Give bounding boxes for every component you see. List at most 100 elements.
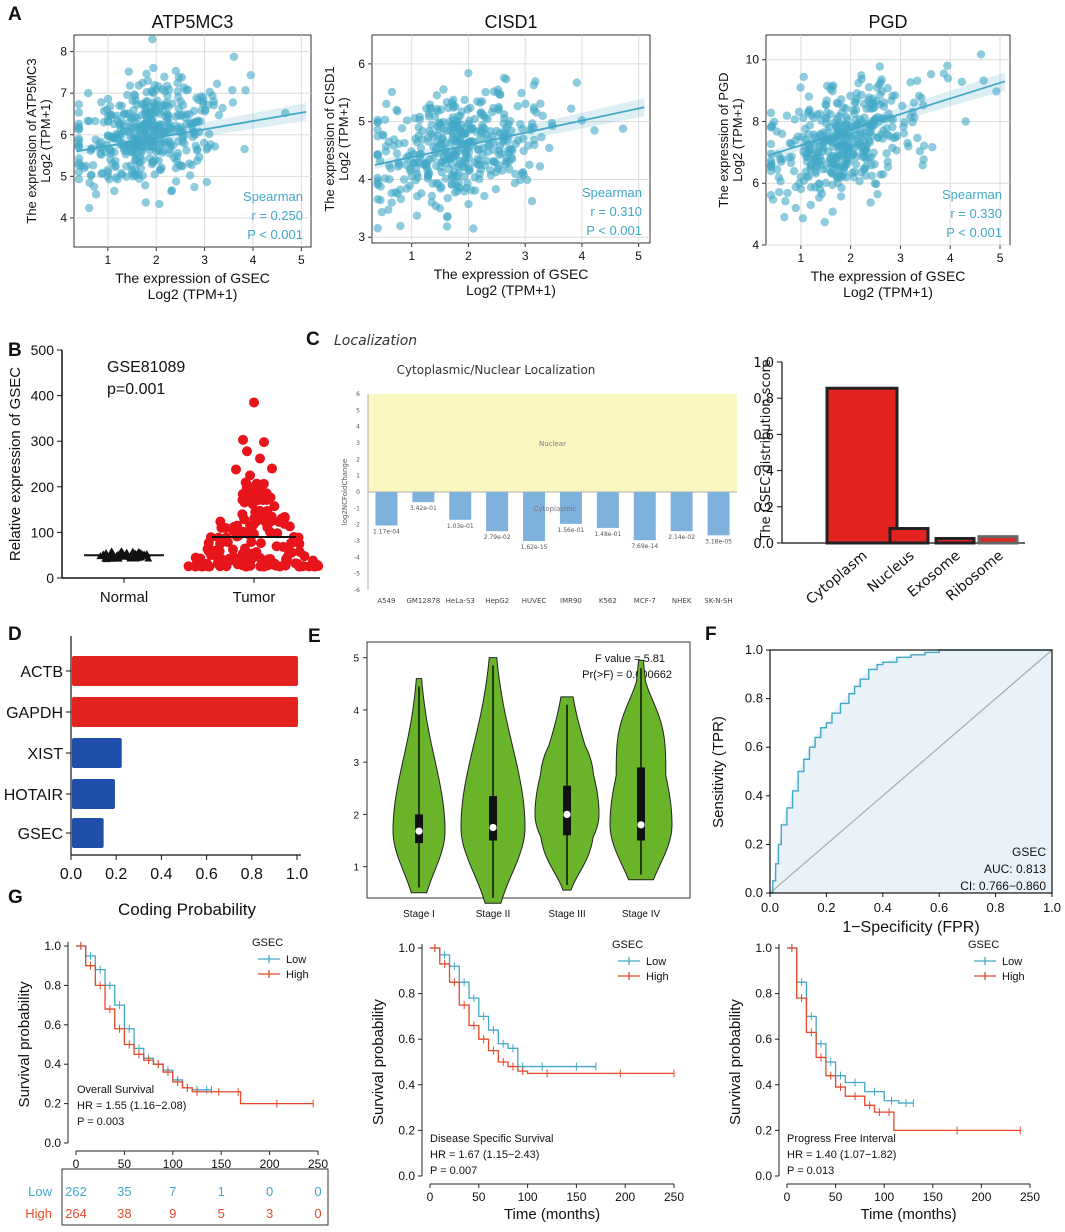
scatter-point <box>776 157 786 166</box>
scatter-point <box>499 73 509 83</box>
y-tick-label: -5 <box>354 571 360 578</box>
spearman-stat: r = 0.310 <box>590 204 642 219</box>
scatter-point <box>876 130 886 139</box>
scatter-point <box>412 211 422 220</box>
scatter-point <box>160 72 169 82</box>
x-tick-label: 0 <box>784 1190 791 1204</box>
scatter-point <box>185 159 194 168</box>
normal-points <box>96 547 153 563</box>
y-tick-label: 300 <box>31 433 55 449</box>
x-tick-label: 150 <box>923 1190 943 1204</box>
scatter-point <box>821 178 831 188</box>
risk-table-count: 9 <box>169 1206 176 1221</box>
x-tick-label: 0.8 <box>241 866 263 883</box>
scatter-point <box>190 182 199 192</box>
scatter-point <box>862 104 871 113</box>
scatter-point <box>822 119 831 129</box>
x-tick-label: 1 <box>105 253 112 267</box>
scatter-point <box>536 99 545 108</box>
x-tick-label: 200 <box>971 1190 991 1204</box>
x-axis-label-unit: Log2 (TPM+1) <box>148 286 238 302</box>
scatter-point <box>205 87 214 97</box>
risk-table-frame <box>61 1168 329 1226</box>
y-tick-label: 6 <box>356 391 360 398</box>
panel-f: 0.0 0.2 0.4 0.6 0.8 1.0 0.0 0.2 0.4 0.6 0.8 1.0 Sens… <box>710 642 1061 936</box>
scatter-point <box>460 95 469 105</box>
scatter-point <box>150 120 159 130</box>
scatter-point <box>427 120 436 130</box>
x-tick-label: 0.0 <box>761 900 779 915</box>
risk-table-group: High <box>25 1206 52 1221</box>
scatter-point <box>134 130 144 140</box>
scatter-point <box>454 112 463 121</box>
scatter-point <box>866 152 876 162</box>
bar-value-label: 1.48e-01 <box>594 531 621 538</box>
km-censor-marks <box>80 942 314 1108</box>
scatter-points <box>766 50 1001 227</box>
km-info-text: P = 0.013 <box>787 1165 834 1177</box>
scatter-point <box>469 224 478 233</box>
scatter-point <box>475 134 485 143</box>
y-tick-label: 4 <box>60 211 67 225</box>
tumor-point <box>246 537 257 548</box>
scatter-point <box>114 133 123 142</box>
scatter-point <box>178 133 187 143</box>
y-tick-label: 0.8 <box>753 392 774 407</box>
y-tick-label: 2 <box>353 810 359 821</box>
fit-line <box>768 80 1006 157</box>
tumor-outlier <box>242 446 252 457</box>
scatter-point <box>618 124 628 133</box>
scatter-point <box>432 104 442 114</box>
scatter-point <box>789 166 799 176</box>
bar-value-label: 3.42e-01 <box>410 505 437 512</box>
scatter-point <box>453 186 462 196</box>
y-tick-label: -4 <box>354 554 360 561</box>
y-tick-label: 3 <box>356 440 360 447</box>
x-tick-label: 250 <box>1020 1190 1040 1204</box>
scatter-point <box>476 98 485 107</box>
scatter-point <box>218 103 227 113</box>
scatter-point <box>535 162 545 171</box>
risk-table-count: 38 <box>117 1206 131 1221</box>
localization-bar <box>449 492 472 520</box>
scatter-point <box>229 52 239 62</box>
scatter-point <box>842 156 851 166</box>
scatter-point <box>422 104 431 113</box>
x-tick-label: 0.4 <box>150 866 172 883</box>
scatter-point <box>150 80 159 90</box>
scatter-point <box>443 212 452 221</box>
scatter-point <box>214 111 224 120</box>
violin-median <box>489 823 497 832</box>
scatter-point <box>783 188 792 198</box>
km-info-text: P = 0.007 <box>430 1165 477 1177</box>
scatter-point <box>919 141 929 151</box>
scatter-points <box>373 68 628 233</box>
scatter-point <box>790 115 799 124</box>
risk-table-group: Low <box>28 1184 52 1199</box>
scatter-point <box>870 179 880 188</box>
x-tick-label: 2 <box>465 249 472 263</box>
y-tick-label: 0 <box>46 570 54 586</box>
scatter-point <box>439 85 448 94</box>
scatter-point <box>517 169 527 178</box>
localization-bar <box>412 492 435 503</box>
scatter-point <box>385 161 394 170</box>
scatter-point <box>161 101 170 110</box>
scatter-point <box>841 104 851 113</box>
y-tick-label: 0.6 <box>755 1032 772 1046</box>
scatter-point <box>149 89 158 98</box>
x-tick-label: 5 <box>635 249 642 263</box>
risk-table-count: 0 <box>314 1184 321 1199</box>
x-axis-label-unit: Log2 (TPM+1) <box>466 282 556 298</box>
scatter-point <box>228 98 238 107</box>
scatter-point <box>446 138 456 147</box>
y-tick-label: 500 <box>31 342 55 358</box>
scatter-point <box>182 146 191 155</box>
scatter-point <box>126 117 135 127</box>
scatter-point <box>852 94 861 104</box>
scatter-point <box>876 170 885 179</box>
y-tick-label: 0.6 <box>398 1032 415 1046</box>
scatter-point <box>489 156 498 166</box>
scatter-point <box>125 81 135 90</box>
scatter-point <box>979 76 988 85</box>
